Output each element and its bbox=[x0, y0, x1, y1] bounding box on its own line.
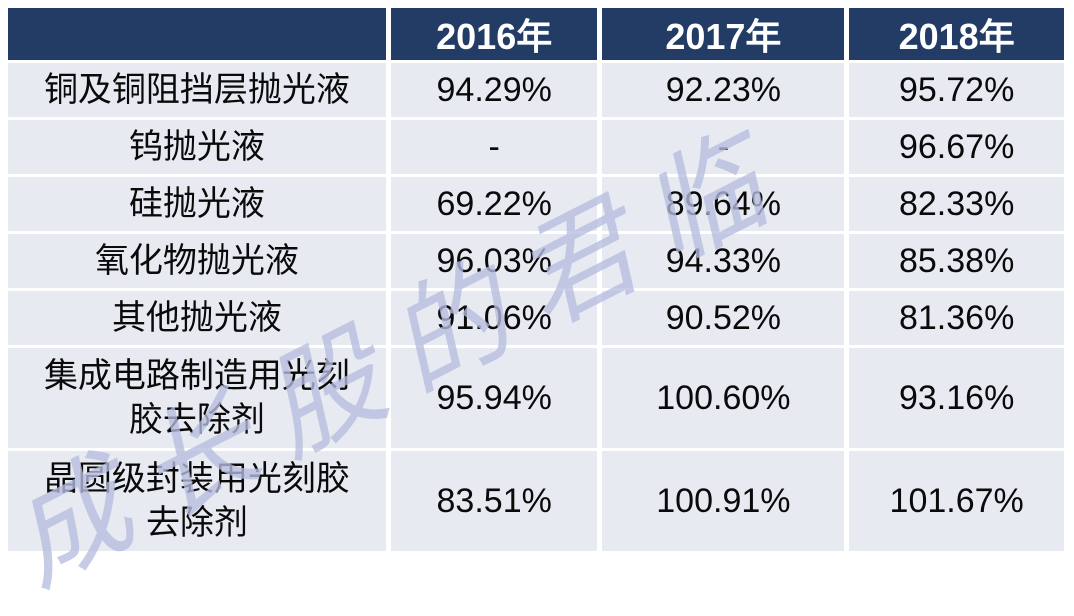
row-label-text: 晶圆级封装用光刻胶 去除剂 bbox=[43, 460, 350, 542]
row-label: 硅抛光液 bbox=[8, 177, 386, 231]
row-value-text: 90.52% bbox=[665, 298, 782, 337]
row-value: 82.33% bbox=[849, 177, 1064, 231]
row-value: 95.94% bbox=[390, 348, 598, 448]
row-value: - bbox=[602, 120, 845, 174]
margin-rate-table: 2016年 2017年 2018年 铜及铜阻挡层抛光液 94.29% 92.23% 9… bbox=[3, 5, 1069, 554]
header-label-2016: 2016年 bbox=[436, 16, 553, 57]
table-row: 集成电路制造用光刻 胶去除剂 95.94% 100.60% 93.16% bbox=[8, 348, 1064, 448]
row-value-text: 101.67% bbox=[889, 481, 1024, 520]
row-value: 85.38% bbox=[849, 234, 1064, 288]
row-label-text: 氧化物抛光液 bbox=[94, 242, 299, 280]
row-value-text: 92.23% bbox=[665, 70, 782, 109]
row-value-text: 94.29% bbox=[436, 70, 552, 109]
row-value: 96.67% bbox=[849, 120, 1064, 174]
row-label-text: 集成电路制造用光刻 胶去除剂 bbox=[43, 357, 350, 439]
table-row: 硅抛光液 69.22% 89.64% 82.33% bbox=[8, 177, 1064, 231]
row-value: 89.64% bbox=[602, 177, 845, 231]
row-label: 钨抛光液 bbox=[8, 120, 386, 174]
row-value: 94.29% bbox=[390, 63, 598, 117]
row-value-text: 95.72% bbox=[898, 70, 1015, 109]
table-header-row: 2016年 2017年 2018年 bbox=[8, 8, 1064, 60]
row-value-text: 85.38% bbox=[898, 241, 1015, 280]
header-cell-2016: 2016年 bbox=[390, 8, 598, 60]
header-label-2018: 2018年 bbox=[898, 16, 1015, 57]
row-label: 氧化物抛光液 bbox=[8, 234, 386, 288]
row-value-text: 100.91% bbox=[656, 481, 791, 520]
table-row: 其他抛光液 91.06% 90.52% 81.36% bbox=[8, 291, 1064, 345]
row-value-text: 81.36% bbox=[898, 298, 1015, 337]
row-value: 91.06% bbox=[390, 291, 598, 345]
row-value: 69.22% bbox=[390, 177, 598, 231]
row-label: 集成电路制造用光刻 胶去除剂 bbox=[8, 348, 386, 448]
row-value-text: 91.06% bbox=[436, 298, 552, 337]
header-cell-2018: 2018年 bbox=[849, 8, 1064, 60]
table-row: 晶圆级封装用光刻胶 去除剂 83.51% 100.91% 101.67% bbox=[8, 451, 1064, 551]
row-value: - bbox=[390, 120, 598, 174]
row-label-text: 硅抛光液 bbox=[128, 185, 265, 223]
table-row: 铜及铜阻挡层抛光液 94.29% 92.23% 95.72% bbox=[8, 63, 1064, 117]
row-label-text: 铜及铜阻挡层抛光液 bbox=[43, 71, 350, 109]
header-cell-2017: 2017年 bbox=[602, 8, 845, 60]
row-value: 96.03% bbox=[390, 234, 598, 288]
table-row: 氧化物抛光液 96.03% 94.33% 85.38% bbox=[8, 234, 1064, 288]
header-label-2017: 2017年 bbox=[665, 16, 782, 57]
row-label-text: 钨抛光液 bbox=[128, 128, 265, 166]
row-value-text: - bbox=[717, 127, 730, 166]
row-label: 其他抛光液 bbox=[8, 291, 386, 345]
row-value-text: - bbox=[488, 127, 500, 166]
row-value-text: 94.33% bbox=[665, 241, 782, 280]
row-value: 100.60% bbox=[602, 348, 845, 448]
row-value: 90.52% bbox=[602, 291, 845, 345]
table-body: 铜及铜阻挡层抛光液 94.29% 92.23% 95.72% 钨抛光液 - - 96.67% 硅… bbox=[8, 63, 1064, 551]
row-label: 铜及铜阻挡层抛光液 bbox=[8, 63, 386, 117]
row-value: 94.33% bbox=[602, 234, 845, 288]
row-value-text: 93.16% bbox=[898, 378, 1015, 417]
row-value-text: 96.67% bbox=[898, 127, 1015, 166]
row-label-text: 其他抛光液 bbox=[111, 299, 282, 337]
row-value: 101.67% bbox=[849, 451, 1064, 551]
row-value: 93.16% bbox=[849, 348, 1064, 448]
row-value-text: 89.64% bbox=[665, 184, 782, 223]
row-value: 92.23% bbox=[602, 63, 845, 117]
row-value: 100.91% bbox=[602, 451, 845, 551]
header-cell-empty bbox=[8, 8, 386, 60]
row-value: 95.72% bbox=[849, 63, 1064, 117]
row-value: 83.51% bbox=[390, 451, 598, 551]
row-value-text: 82.33% bbox=[898, 184, 1015, 223]
row-value-text: 95.94% bbox=[436, 378, 552, 417]
table-row: 钨抛光液 - - 96.67% bbox=[8, 120, 1064, 174]
row-label: 晶圆级封装用光刻胶 去除剂 bbox=[8, 451, 386, 551]
row-value-text: 83.51% bbox=[436, 481, 552, 520]
row-value-text: 96.03% bbox=[436, 241, 552, 280]
row-value-text: 69.22% bbox=[436, 184, 552, 223]
row-value: 81.36% bbox=[849, 291, 1064, 345]
row-value-text: 100.60% bbox=[656, 378, 791, 417]
